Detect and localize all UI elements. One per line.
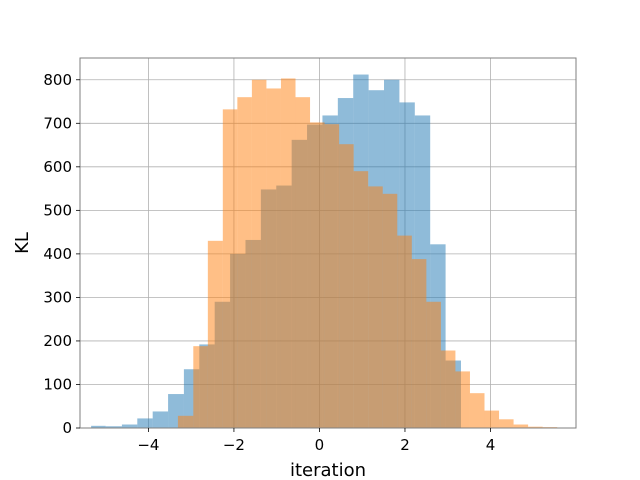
histogram-bar — [397, 235, 412, 428]
x-tick-label: 0 — [315, 436, 325, 454]
x-tick-label: 4 — [486, 436, 496, 454]
histogram-bar — [484, 410, 500, 428]
x-axis-label: iteration — [290, 460, 366, 480]
histogram-bar — [295, 97, 311, 429]
y-axis-label: KL — [12, 232, 33, 254]
y-tick-label: 0 — [62, 419, 72, 437]
histogram-bar — [207, 240, 223, 428]
histogram-bar — [121, 424, 138, 428]
histogram-bar — [222, 109, 238, 428]
histogram-bar — [193, 346, 208, 428]
histogram-bar — [251, 79, 267, 428]
y-tick-label: 800 — [43, 71, 72, 89]
histogram-bar — [368, 186, 383, 428]
y-tick-label: 600 — [43, 158, 72, 176]
histogram-bar — [426, 301, 441, 428]
x-tick-label: −4 — [137, 436, 159, 454]
histogram-bar — [339, 144, 354, 428]
plot-frame — [79, 57, 577, 429]
y-axis-ticks: 0 100 200 300 400 500 600 700 800 — [43, 71, 80, 437]
histogram-bar — [411, 259, 427, 428]
x-axis-ticks: −4 −2 0 2 4 — [137, 428, 495, 454]
histogram-bar — [310, 122, 325, 429]
y-tick-label: 500 — [43, 201, 72, 219]
histogram-bar — [499, 419, 514, 428]
histogram-bar — [382, 193, 398, 428]
histogram-bar — [105, 426, 122, 428]
y-tick-label: 200 — [43, 332, 72, 350]
histogram-bar — [137, 418, 153, 428]
histogram-bar — [280, 78, 296, 428]
y-tick-label: 400 — [43, 245, 72, 263]
histogram-bar — [177, 415, 194, 428]
histogram-bar — [91, 425, 106, 428]
histogram-bar — [152, 411, 169, 428]
histogram-bar — [237, 97, 252, 429]
x-tick-label: 2 — [400, 436, 410, 454]
y-tick-label: 300 — [43, 288, 72, 306]
histogram-bar — [440, 350, 456, 428]
y-tick-label: 700 — [43, 114, 72, 132]
histogram-bar — [455, 371, 470, 428]
histogram-bar — [513, 424, 529, 428]
histogram-bar — [266, 88, 281, 429]
histogram-bar — [353, 171, 369, 429]
histogram-bar — [469, 393, 485, 428]
x-tick-label: −2 — [223, 436, 245, 454]
histogram-bar — [528, 426, 543, 428]
y-tick-label: 100 — [43, 375, 72, 393]
histogram-bar — [324, 124, 340, 428]
histogram-series-2 — [177, 78, 558, 429]
